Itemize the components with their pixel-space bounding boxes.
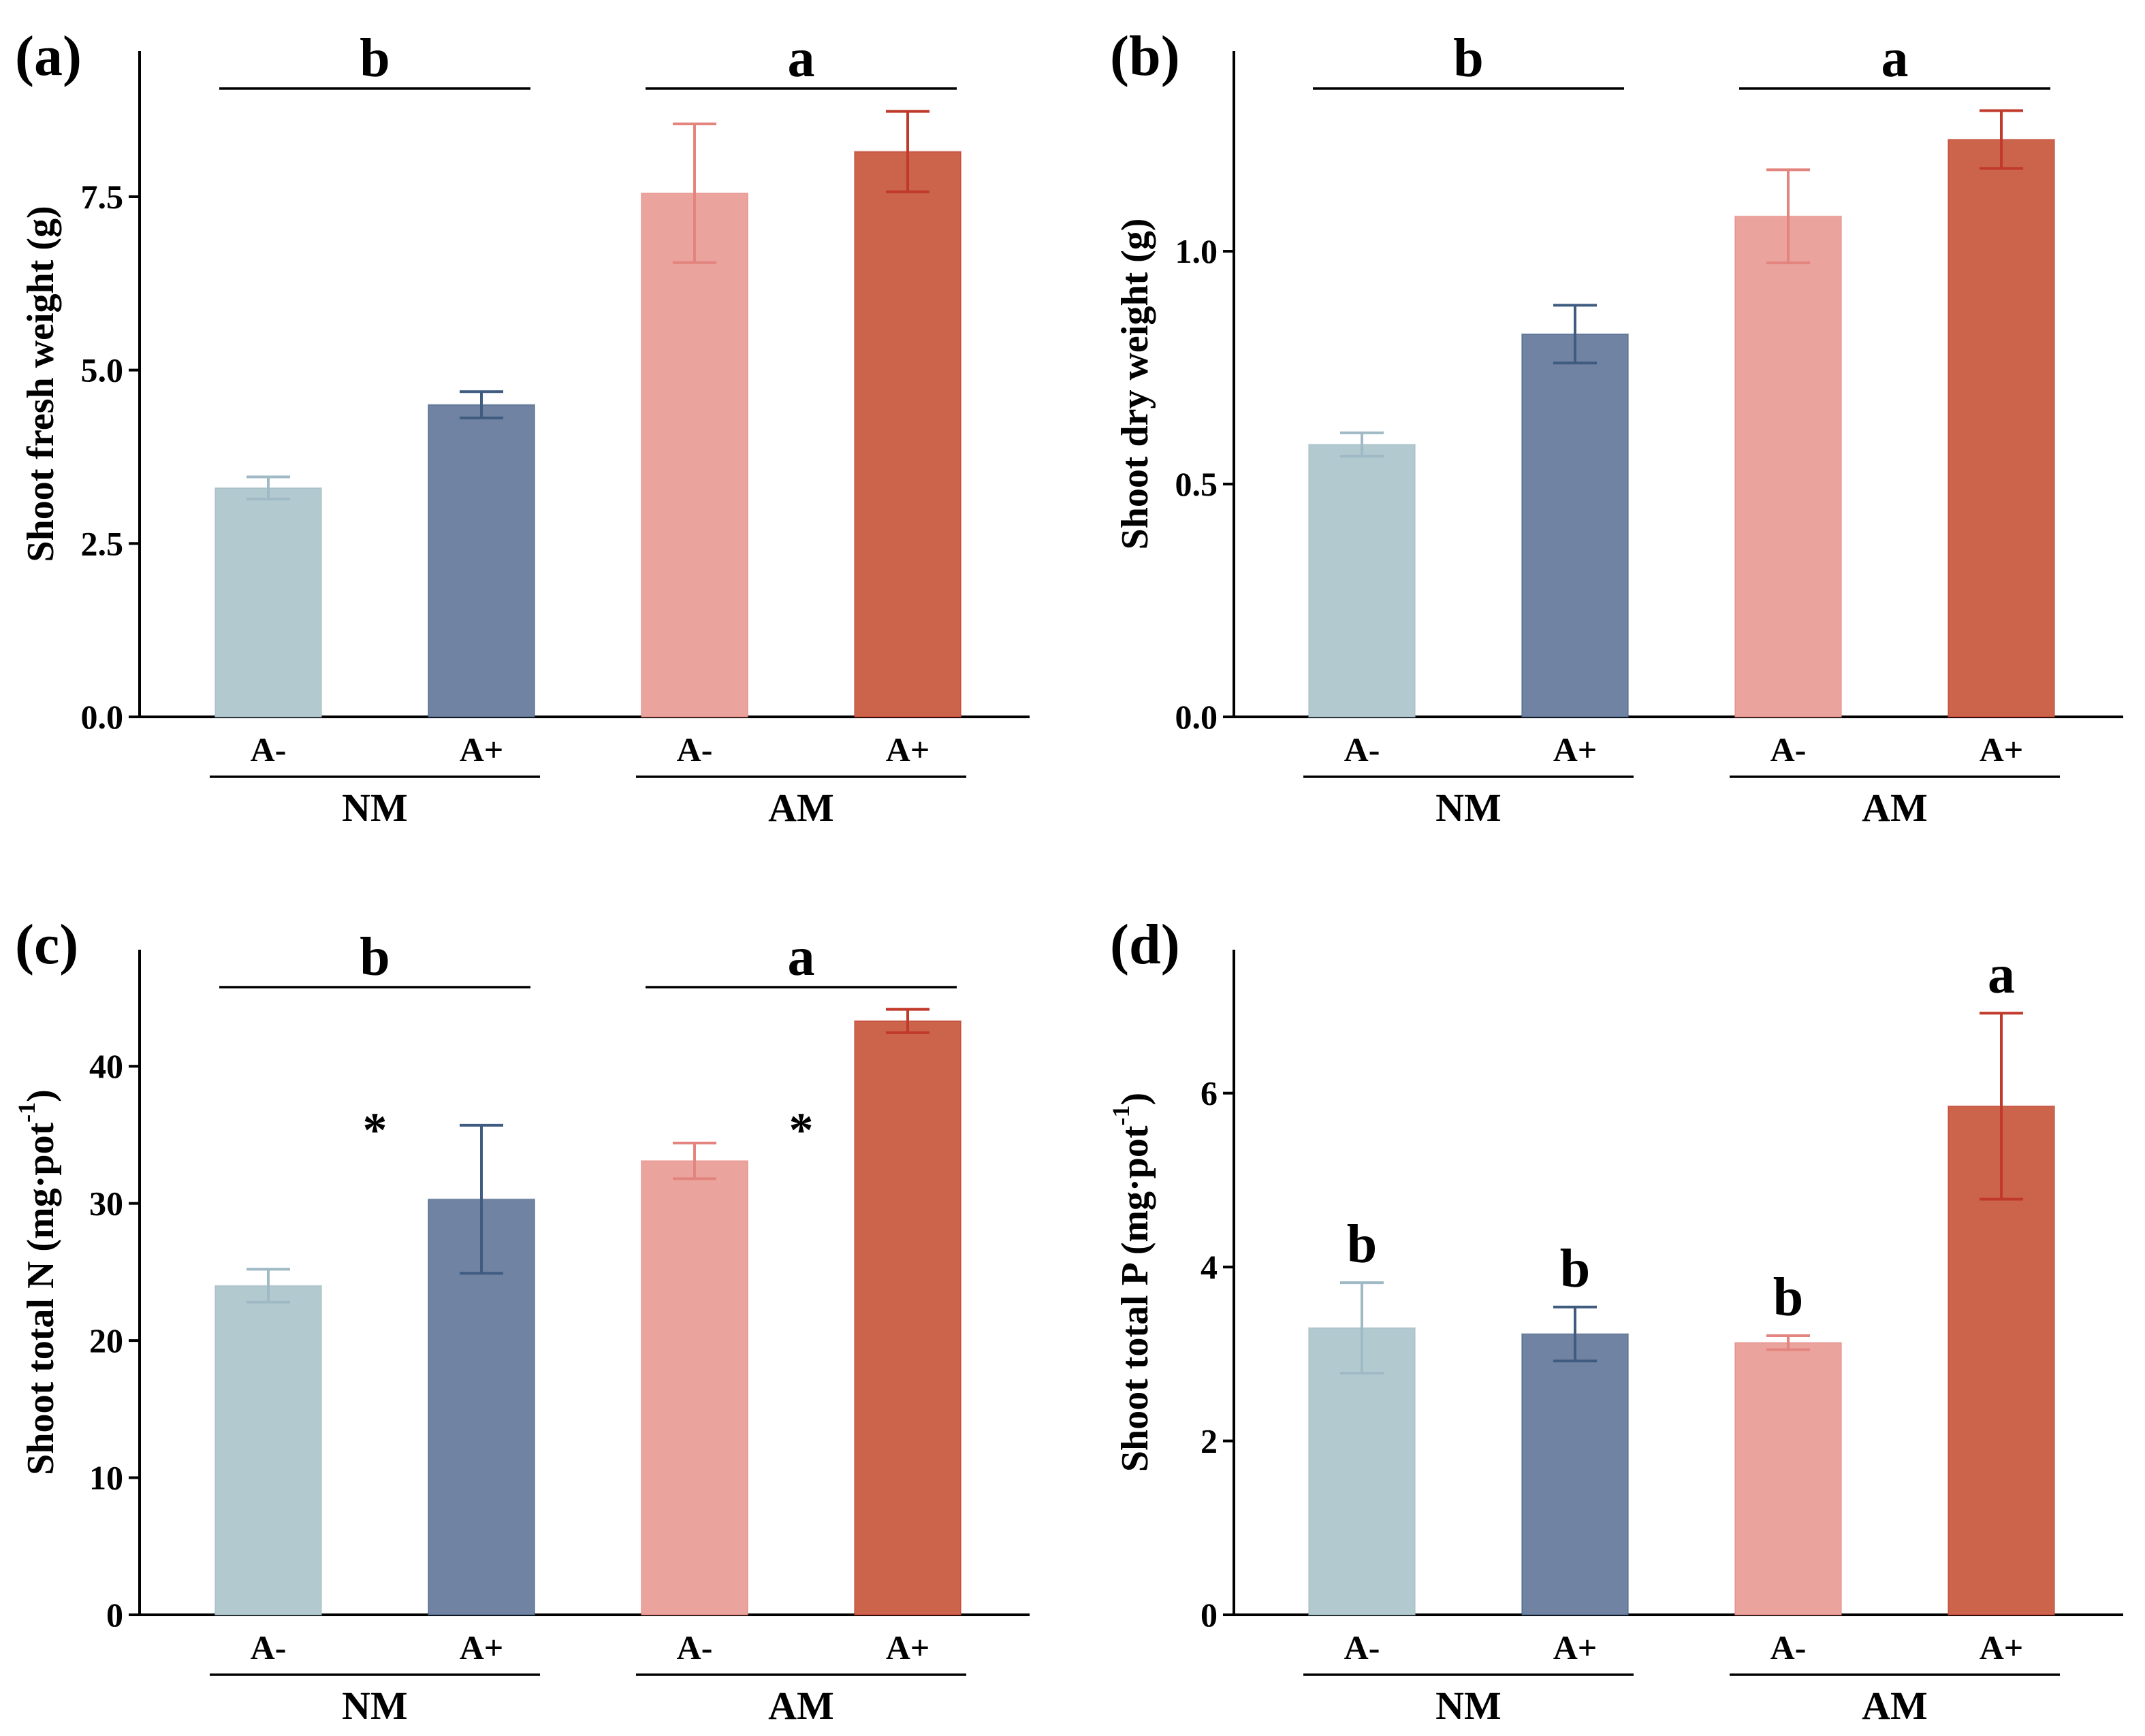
y-axis-label: Shoot total N (mg·pot-1) — [13, 1089, 62, 1475]
x-category-label: A+ — [460, 1628, 504, 1667]
chart-panel-1: (a) 0.0 2.5 5.0 7.5 Shoot fresh weight (g) A- A… — [15, 25, 1030, 830]
y-axis-label: Shoot fresh weight (g) — [20, 206, 62, 562]
group-label: AM — [768, 1684, 834, 1728]
chart-panel-2: (b) 0.0 0.5 1.0 Shoot dry weight (g) A- A+ A- A+… — [1110, 25, 2123, 830]
x-category-label: A+ — [460, 730, 504, 769]
y-tick-label: 10 — [89, 1459, 123, 1497]
x-category-label: A+ — [886, 730, 930, 769]
significance-letter: a — [788, 927, 815, 987]
x-category-label: A+ — [1553, 1628, 1598, 1667]
panel-label: (b) — [1110, 25, 1180, 88]
group-label: NM — [1435, 1684, 1502, 1728]
x-category-label: A- — [1770, 730, 1807, 769]
bar-1 — [1308, 443, 1416, 718]
significance-letter: b — [1347, 1215, 1378, 1274]
bar-4 — [854, 150, 962, 718]
x-category-label: A- — [1770, 1628, 1807, 1667]
panel-label: (c) — [15, 913, 78, 976]
x-category-label: A+ — [1553, 730, 1598, 769]
significance-asterisk: * — [363, 1103, 387, 1157]
significance-letter: b — [360, 29, 390, 89]
significance-asterisk: * — [789, 1103, 814, 1157]
y-axis-label-superscript: -1 — [1107, 1105, 1134, 1125]
y-axis-label-text: Shoot total N (mg·pot — [20, 1122, 62, 1475]
significance-letter: a — [1881, 29, 1909, 89]
bar-2 — [1521, 333, 1629, 718]
y-tick-label: 0.0 — [1175, 698, 1218, 736]
group-label: NM — [342, 1684, 408, 1728]
y-axis-label-text: Shoot dry weight (g) — [1114, 219, 1156, 550]
y-tick-label: 0.5 — [1175, 465, 1218, 503]
significance-letter: b — [1560, 1239, 1591, 1299]
x-category-label: A- — [677, 730, 713, 769]
group-label: AM — [1862, 786, 1928, 830]
y-tick-label: 2.5 — [81, 524, 124, 562]
y-tick-label: 7.5 — [81, 178, 124, 216]
y-axis-label-end: ) — [1114, 1093, 1156, 1106]
panel-label: (a) — [15, 25, 82, 88]
y-tick-label: 0 — [106, 1596, 123, 1634]
y-axis-label: Shoot total P (mg·pot-1) — [1107, 1093, 1156, 1472]
x-category-label: A- — [251, 730, 287, 769]
y-axis-label-text: Shoot total P (mg·pot — [1114, 1125, 1156, 1472]
y-tick-label: 0.0 — [81, 698, 124, 736]
bar-4 — [854, 1020, 962, 1616]
chart-panel-4: (d) 0 2 4 6 Shoot total P (mg·pot-1) A- A+ A- A+ N… — [1107, 913, 2123, 1728]
bar-3 — [641, 1160, 748, 1616]
group-label: AM — [768, 786, 834, 830]
bar-1 — [1308, 1327, 1416, 1616]
bar-2 — [428, 404, 535, 718]
y-tick-label: 2 — [1201, 1422, 1218, 1460]
x-category-label: A- — [677, 1628, 713, 1667]
y-axis-label-end: ) — [20, 1089, 62, 1102]
x-category-label: A- — [1344, 730, 1380, 769]
bar-2 — [1521, 1333, 1629, 1616]
x-category-label: A+ — [1980, 1628, 2024, 1667]
x-category-label: A- — [1344, 1628, 1380, 1667]
group-label: NM — [342, 786, 408, 830]
panel-label: (d) — [1110, 913, 1180, 976]
bar-4 — [1948, 138, 2055, 718]
y-axis-label-text: Shoot fresh weight (g) — [20, 206, 62, 562]
x-category-label: A+ — [886, 1628, 930, 1667]
x-category-label: A+ — [1980, 730, 2024, 769]
y-tick-label: 1.0 — [1175, 232, 1218, 270]
bar-3 — [1734, 1342, 1842, 1616]
significance-letter: b — [360, 927, 390, 987]
y-tick-label: 20 — [89, 1321, 123, 1360]
significance-letter: a — [788, 29, 815, 89]
significance-letter: b — [1453, 29, 1484, 89]
y-tick-label: 4 — [1201, 1248, 1218, 1286]
chart-panel-3: (c) 0 10 20 30 40 Shoot total N (mg·pot-1) A- A+… — [13, 913, 1030, 1728]
group-label: NM — [1435, 786, 1502, 830]
y-tick-label: 40 — [89, 1047, 123, 1085]
y-axis-label: Shoot dry weight (g) — [1114, 219, 1156, 550]
y-tick-label: 0 — [1201, 1596, 1218, 1634]
significance-letter: a — [1988, 945, 2015, 1005]
y-tick-label: 6 — [1201, 1074, 1218, 1112]
y-axis-label-superscript: -1 — [13, 1102, 40, 1123]
bar-1 — [214, 1285, 322, 1616]
bar-1 — [214, 487, 322, 718]
bar-3 — [1734, 215, 1842, 718]
y-tick-label: 5.0 — [81, 351, 124, 389]
group-label: AM — [1862, 1684, 1928, 1728]
significance-letter: b — [1773, 1268, 1804, 1328]
x-category-label: A- — [251, 1628, 287, 1667]
y-tick-label: 30 — [89, 1185, 123, 1223]
bar-3 — [641, 192, 748, 718]
